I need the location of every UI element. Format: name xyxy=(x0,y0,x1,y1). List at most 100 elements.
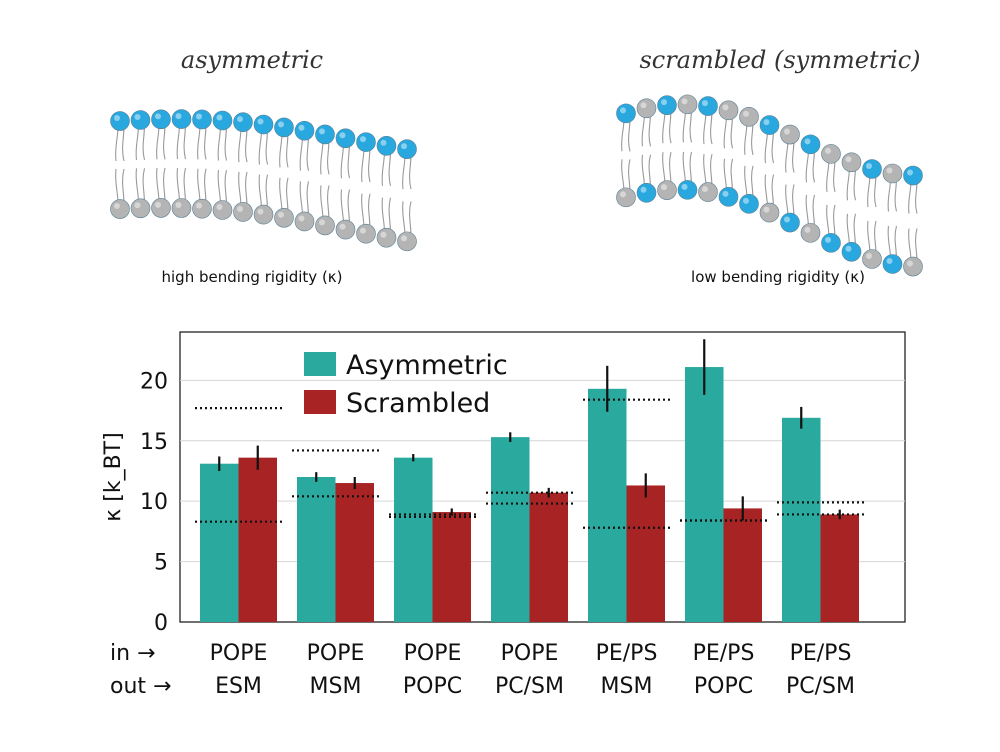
lipid-head xyxy=(356,223,376,244)
legend: Asymmetric Scrambled xyxy=(304,350,508,419)
lipid-head-highlight xyxy=(763,119,770,126)
lipid-left-b14 xyxy=(397,201,417,252)
lipid-head xyxy=(212,110,233,131)
bar-asymmetric-6 xyxy=(782,417,821,622)
lipid-right-t14 xyxy=(903,165,923,214)
x-axis-labels: POPE ESM POPE MSM POPE POPC POPE PC/SM PE/PS MSM P… xyxy=(210,641,855,699)
lipid-head-highlight xyxy=(866,252,872,259)
lipid-left-t1 xyxy=(130,110,151,161)
lipid-head-highlight xyxy=(907,169,913,176)
lipid-left-t5 xyxy=(212,110,233,161)
lipid-head xyxy=(718,100,739,121)
lipid-head-highlight xyxy=(196,202,202,209)
lipid-head-highlight xyxy=(825,147,831,154)
x-tick-label-inner: PE/PS xyxy=(790,641,852,666)
lipid-left-b6 xyxy=(233,171,253,222)
lipid-left-b0 xyxy=(110,168,130,219)
lipid-right-b13 xyxy=(882,225,903,274)
lipid-head xyxy=(636,98,657,119)
lipid-head xyxy=(253,114,274,135)
lipid-right-b12 xyxy=(862,220,882,269)
row-label-outer: out → xyxy=(110,674,171,699)
lipid-head xyxy=(739,107,759,127)
lipid-head xyxy=(397,139,417,159)
bar-scrambled-3 xyxy=(529,492,568,622)
x-tick-label-outer: POPC xyxy=(694,674,753,699)
lipid-head-highlight xyxy=(278,211,284,218)
lipid-head xyxy=(171,109,192,129)
x-tick-label-outer: MSM xyxy=(601,674,653,699)
lipid-left-t11 xyxy=(335,128,356,179)
lipid-head-highlight xyxy=(155,113,161,120)
lipid-head-highlight xyxy=(134,114,141,121)
lipid-head-highlight xyxy=(237,116,243,123)
lipid-head-highlight xyxy=(825,236,831,243)
lipid-head-highlight xyxy=(278,121,284,128)
y-tick-label: 0 xyxy=(154,611,168,636)
lipid-right-b4 xyxy=(698,153,718,202)
lipid-head xyxy=(821,233,841,253)
lipid-left-t13 xyxy=(376,136,397,186)
lipid-head-highlight xyxy=(640,186,647,193)
lipid-right-b9 xyxy=(800,194,821,243)
bar-scrambled-5 xyxy=(723,508,762,622)
lipid-head-highlight xyxy=(907,260,913,267)
lipid-head xyxy=(130,198,151,219)
lipid-right-t7 xyxy=(759,115,780,164)
bar-scrambled-2 xyxy=(432,512,471,622)
lipid-head-highlight xyxy=(661,184,667,191)
bar-scrambled-0 xyxy=(238,457,277,622)
lipid-right-b5 xyxy=(718,158,739,207)
lipid-head xyxy=(677,180,698,200)
lipid-head-highlight xyxy=(743,110,749,117)
lipid-head-highlight xyxy=(661,99,667,106)
lipid-left-b3 xyxy=(171,167,192,218)
bars xyxy=(200,367,859,622)
x-tick-label-inner: POPE xyxy=(307,641,365,666)
lipid-left-t7 xyxy=(253,114,274,165)
lipid-head-highlight xyxy=(155,201,161,208)
lipid-right-b10 xyxy=(821,204,841,253)
lipid-head-highlight xyxy=(360,227,366,234)
lipid-head-highlight xyxy=(134,202,141,209)
lipid-head-highlight xyxy=(722,190,729,197)
lipid-head-highlight xyxy=(845,245,852,252)
lipid-head xyxy=(315,124,335,145)
lipid-right-t0 xyxy=(616,103,636,152)
lipid-head-highlight xyxy=(784,216,790,223)
lipid-left-t10 xyxy=(315,124,335,175)
lipid-left-t6 xyxy=(233,112,253,163)
lipid-head xyxy=(110,111,130,131)
lipid-head-highlight xyxy=(886,257,893,264)
lipid-head xyxy=(759,115,780,135)
x-tick-label-outer: ESM xyxy=(215,674,262,699)
lipid-head-highlight xyxy=(114,203,120,210)
lipid-head xyxy=(376,136,397,156)
lipid-head-highlight xyxy=(722,104,729,111)
lipid-head xyxy=(233,112,253,132)
lipid-head-highlight xyxy=(339,223,346,230)
y-axis-label: κ [k_BT] xyxy=(101,432,126,521)
lipid-head-highlight xyxy=(620,191,626,198)
bar-asymmetric-1 xyxy=(297,477,336,622)
lipid-head xyxy=(862,159,882,179)
lipid-head-highlight xyxy=(804,138,811,145)
lipid-head xyxy=(862,249,882,269)
error-bars xyxy=(218,339,841,521)
lipid-head xyxy=(151,109,171,130)
legend-label-scrambled: Scrambled xyxy=(346,388,490,419)
lipid-head-highlight xyxy=(886,167,893,174)
lipid-right-t8 xyxy=(780,124,800,173)
lipid-head xyxy=(151,198,171,218)
lipid-head xyxy=(657,95,677,115)
lipid-right-b14 xyxy=(903,228,923,277)
lipid-left-t0 xyxy=(110,111,130,162)
lipid-head xyxy=(212,200,233,220)
lipid-head xyxy=(616,103,636,124)
lipid-right-t1 xyxy=(636,98,657,147)
lipid-right-t9 xyxy=(800,134,821,183)
lipid-head-highlight xyxy=(401,143,407,150)
lipid-head-highlight xyxy=(216,204,223,211)
lipid-right-b1 xyxy=(636,154,657,203)
lipid-head xyxy=(397,231,417,252)
